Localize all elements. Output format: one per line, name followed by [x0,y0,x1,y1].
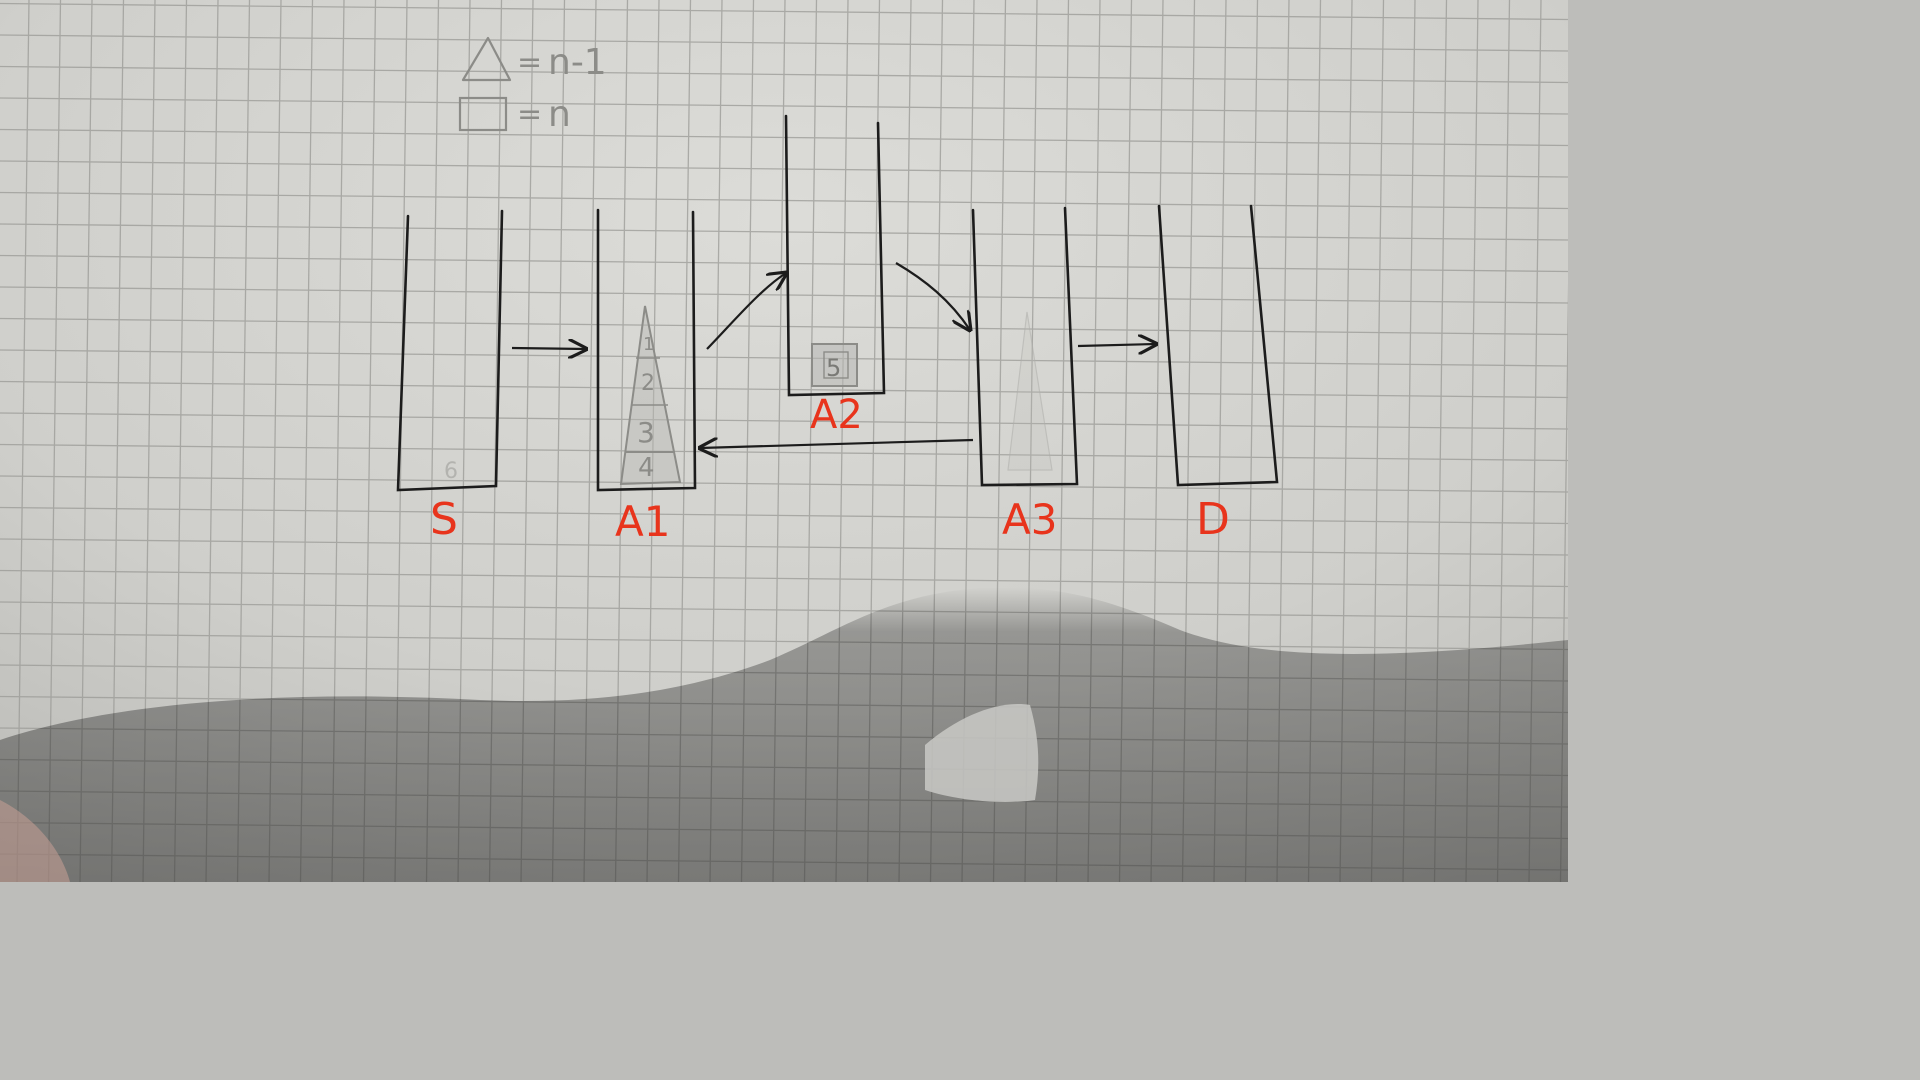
square-legend-icon [458,96,508,132]
peg-a3 [971,206,1079,487]
peg-a2 [784,114,886,397]
legend-equals-triangle: = [517,45,542,80]
faint-erased-triangle-a3 [1007,311,1053,471]
stack-disk-2: 2 [641,371,655,396]
finger-edge [0,800,70,882]
triangle-legend-icon [461,36,512,82]
legend-triangle-value: n-1 [548,42,607,83]
legend-equals-square: = [517,97,542,132]
arrow-a3-to-d [1077,344,1156,346]
stack-disk-4: 4 [638,453,655,483]
hand-shadow [0,587,1568,882]
peg-label-d: D [1196,494,1230,545]
legend: = n-1 = n [458,36,607,135]
peg-d [1157,204,1279,487]
stack-triangle-outline [619,305,682,486]
arrow-s-to-a1 [511,348,586,349]
square-disk-a2: 5 [811,343,858,387]
arrow-a1-to-a2 [706,273,786,350]
peg-label-a3: A3 [1002,495,1057,544]
legend-square-value: n [548,94,571,135]
stack-triangle: 1 2 3 4 [619,305,682,486]
shadow-light-gap [925,704,1039,802]
arrow-a2-to-a3 [895,262,970,330]
disk-5-label: 5 [826,354,841,382]
stack-disk-1: 1 [643,334,654,355]
peg-label-a1: A1 [615,497,670,546]
peg-a1 [596,208,697,492]
peg-s [396,209,504,492]
arrow-a3-to-a1 [700,440,974,448]
diagram-canvas: = n-1 = n 6 S 1 2 3 4 A1 5 A2 [0,0,1568,882]
faint-disk-label-s: 6 [444,459,458,484]
peg-label-s: S [430,494,458,545]
stack-disk-3: 3 [637,416,655,449]
peg-label-a2: A2 [810,392,863,438]
